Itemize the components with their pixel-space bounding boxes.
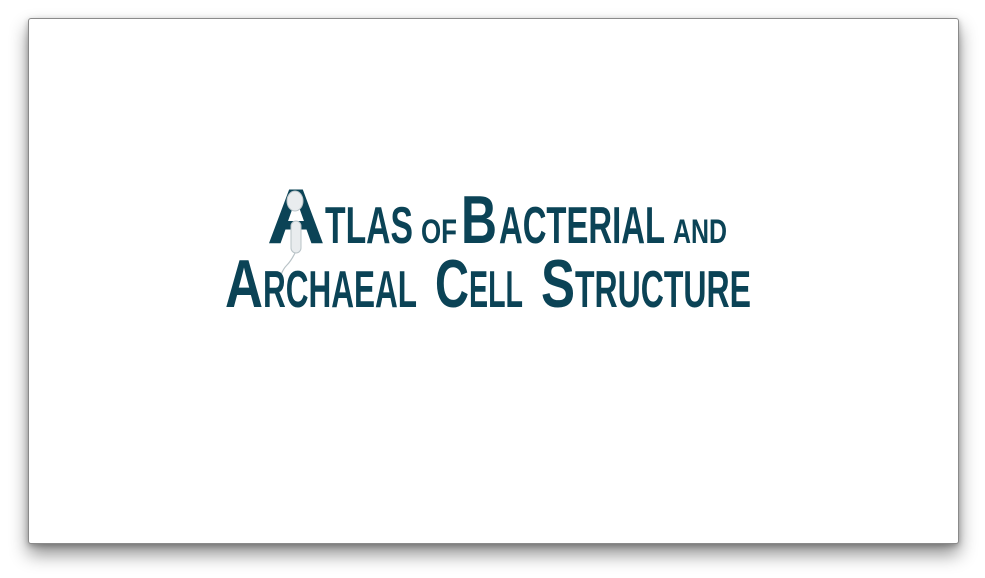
title-word-of: OF bbox=[421, 213, 457, 251]
title-word-tlas: TLAS bbox=[325, 197, 413, 255]
title-word-and: AND bbox=[673, 213, 727, 251]
atlas-logo: A TLAS OF B ACTERIAL AND A RCHAEAL C ELL… bbox=[29, 19, 958, 543]
title-line-2: A RCHAEAL C ELL S TRUCTURE bbox=[225, 246, 751, 322]
title-initial-a2: A bbox=[225, 246, 263, 322]
title-word-ell: ELL bbox=[469, 261, 523, 319]
title-word-acterial: ACTERIAL bbox=[499, 197, 665, 255]
slide-window: A TLAS OF B ACTERIAL AND A RCHAEAL C ELL… bbox=[28, 18, 959, 544]
title-initial-s: S bbox=[541, 246, 575, 322]
title-line-1: A TLAS OF B ACTERIAL AND bbox=[267, 172, 727, 260]
title-word-tructure: TRUCTURE bbox=[575, 261, 751, 319]
title-initial-c: C bbox=[435, 246, 469, 322]
cell-icon bbox=[280, 190, 304, 276]
title-word-rchaeal: RCHAEAL bbox=[263, 261, 417, 319]
title-initial-b: B bbox=[461, 182, 497, 258]
title-graphic: A TLAS OF B ACTERIAL AND A RCHAEAL C ELL… bbox=[225, 172, 751, 322]
